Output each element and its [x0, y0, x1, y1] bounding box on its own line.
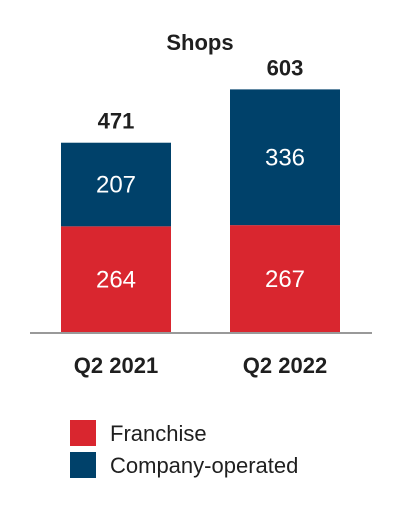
- bar-segment-franchise-2: [230, 225, 340, 333]
- data-label-company-operated-2: 336: [265, 144, 305, 171]
- category-labels: Q2 2021 Q2 2022: [74, 353, 327, 378]
- x-tick-label-2: Q2 2022: [243, 353, 327, 378]
- data-label-franchise-1: 264: [96, 267, 136, 294]
- total-label-1: 471: [98, 109, 135, 134]
- bar-segment-franchise-1: [61, 226, 171, 333]
- legend-swatch-company-operated: [70, 452, 96, 478]
- x-tick-label-1: Q2 2021: [74, 353, 158, 378]
- legend-swatch-franchise: [70, 420, 96, 446]
- bars-group: 264 207 471 267 336 603: [61, 55, 340, 333]
- data-label-company-operated-1: 207: [96, 172, 136, 199]
- legend: Franchise Company-operated: [70, 420, 298, 478]
- data-label-franchise-2: 267: [265, 266, 305, 293]
- bar-segment-company-operated-1: [61, 142, 171, 227]
- legend-label-company-operated: Company-operated: [110, 453, 298, 478]
- chart-title: Shops: [166, 30, 233, 55]
- legend-label-franchise: Franchise: [110, 421, 207, 446]
- bar-segment-company-operated-2: [230, 89, 340, 226]
- total-label-2: 603: [267, 55, 304, 80]
